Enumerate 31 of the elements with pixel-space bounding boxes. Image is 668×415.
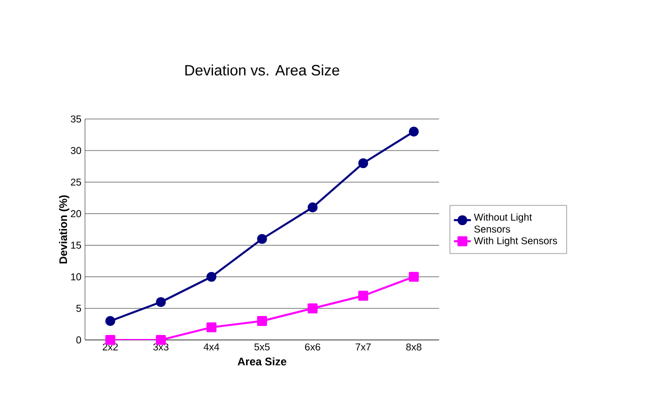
point	[257, 234, 268, 244]
y-tick-label: 20	[70, 210, 82, 218]
point	[408, 272, 419, 282]
point	[206, 272, 216, 282]
point	[358, 158, 368, 168]
y-tick-label: 25	[70, 178, 82, 186]
point	[105, 316, 116, 326]
point	[156, 297, 166, 308]
y-axis-title: Deviation (%)	[59, 195, 70, 264]
x-tick-label: 5x5	[254, 343, 270, 350]
x-tick-label: 6x6	[305, 343, 320, 351]
y-tick-label: 30	[70, 147, 82, 154]
chart-title: Deviation vs. Area Size	[185, 64, 340, 76]
point	[308, 202, 318, 212]
y-tick-label: 0	[76, 336, 82, 344]
y-tick-label: 5	[76, 304, 82, 312]
x-tick-label: 7x7	[356, 343, 371, 350]
x-tick-label: 3x3	[153, 343, 168, 351]
point	[308, 303, 318, 314]
legend-label: With Light Sensors	[474, 236, 558, 246]
legend-label: Without Light Sensors	[474, 213, 532, 233]
point	[408, 126, 419, 137]
point	[257, 316, 268, 326]
x-tick-label: 8x8	[406, 343, 422, 351]
y-tick-label: 35	[70, 115, 82, 123]
x-tick-label: 4x4	[204, 343, 220, 350]
point	[358, 290, 368, 301]
point	[206, 322, 216, 332]
x-axis-title: Area Size	[238, 357, 286, 366]
y-tick-label: 10	[71, 273, 82, 280]
y-tick-label: 15	[71, 242, 82, 249]
